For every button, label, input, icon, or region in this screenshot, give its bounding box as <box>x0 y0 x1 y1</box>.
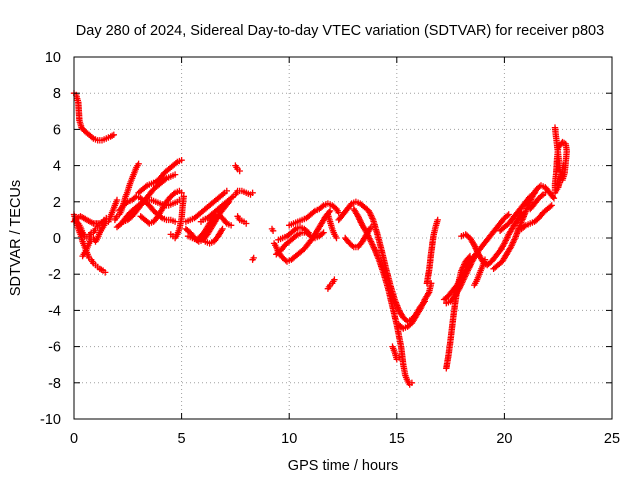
x-tick-label: 15 <box>389 431 405 447</box>
data-point-markers <box>395 280 435 332</box>
series-arc-q <box>199 225 226 247</box>
series-arc-aa <box>324 211 340 242</box>
y-tick-label: 4 <box>53 159 61 175</box>
series-arc-ab <box>324 276 338 292</box>
series-arc-a <box>70 90 117 144</box>
data-point-markers <box>120 171 179 225</box>
data-point-markers <box>324 276 338 292</box>
series-arc-t <box>234 213 250 227</box>
series-arc-ae <box>350 205 416 388</box>
y-tick-label: 10 <box>45 50 61 66</box>
x-tick-label: 20 <box>496 431 512 447</box>
x-tick-label: 10 <box>281 431 297 447</box>
x-tick-label: 5 <box>178 431 186 447</box>
y-tick-label: -10 <box>40 412 61 428</box>
x-tick-label: 0 <box>70 431 78 447</box>
series-arc-p <box>197 193 237 225</box>
y-tick-label: -4 <box>48 303 61 319</box>
series-arc-an <box>471 256 489 289</box>
series-arc-s <box>232 187 256 198</box>
series-arc-am <box>462 211 512 271</box>
data-point-markers <box>389 343 403 363</box>
x-axis-label: GPS time / hours <box>288 458 398 474</box>
data-point-markers <box>527 189 549 213</box>
data-point-markers <box>324 211 340 242</box>
series-arc-z <box>286 200 342 229</box>
y-tick-label: -8 <box>48 376 61 392</box>
y-axis-label: SDTVAR / TECUs <box>8 180 24 296</box>
data-point-markers <box>199 225 226 247</box>
y-tick-label: 8 <box>53 86 61 102</box>
data-point-markers <box>79 196 121 260</box>
series-arc-k <box>137 187 185 227</box>
data-point-markers <box>496 189 538 234</box>
x-tick-label: 25 <box>604 431 620 447</box>
series-arc-n <box>182 187 230 225</box>
series-arc-aq <box>518 202 555 233</box>
series-arc-ag <box>395 280 435 332</box>
data-point-markers <box>462 211 512 271</box>
data-point-markers <box>182 187 230 225</box>
data-point-markers <box>268 225 277 234</box>
series-arc-ap <box>496 189 538 234</box>
data-marks <box>70 90 570 388</box>
data-point-markers <box>232 187 256 198</box>
data-point-markers <box>167 193 187 242</box>
data-point-markers <box>518 202 555 233</box>
data-point-markers <box>184 211 235 243</box>
series-arc-y <box>275 223 312 243</box>
data-point-markers <box>197 193 237 225</box>
axis-ticks: 0 5 10 15 20 25 -10 -8 -6 -4 -2 0 2 4 6 8 10 <box>40 50 620 447</box>
series-arc-r <box>232 162 243 175</box>
data-point-markers <box>249 254 257 263</box>
data-point-markers <box>275 223 312 243</box>
series-arc-l <box>167 193 187 242</box>
data-point-markers <box>232 162 243 175</box>
data-point-markers <box>423 216 441 287</box>
series-arc-ah <box>423 216 441 287</box>
y-tick-label: 6 <box>53 122 61 138</box>
series-arc-o <box>184 211 235 243</box>
data-point-markers <box>70 90 117 144</box>
y-tick-label: 0 <box>53 231 61 247</box>
data-point-markers <box>135 157 185 196</box>
series-arc-as <box>551 124 570 196</box>
series-arc-ar <box>527 189 549 213</box>
data-point-markers <box>286 200 342 229</box>
series-arc-j <box>135 157 185 196</box>
data-point-markers <box>137 187 185 227</box>
series-arc-d <box>79 196 121 260</box>
y-tick-label: 2 <box>53 195 61 211</box>
data-point-markers <box>234 213 250 227</box>
series-arc-af <box>389 343 403 363</box>
data-point-markers <box>551 124 570 196</box>
series-arc-i <box>120 171 179 225</box>
series-arc-u <box>249 254 257 263</box>
chart-title: Day 280 of 2024, Sidereal Day-to-day VTE… <box>76 23 604 39</box>
y-tick-label: -2 <box>48 267 61 283</box>
data-point-markers <box>350 205 416 388</box>
series-arc-v <box>268 225 277 234</box>
data-point-markers <box>471 256 489 289</box>
y-tick-label: -6 <box>48 340 61 356</box>
